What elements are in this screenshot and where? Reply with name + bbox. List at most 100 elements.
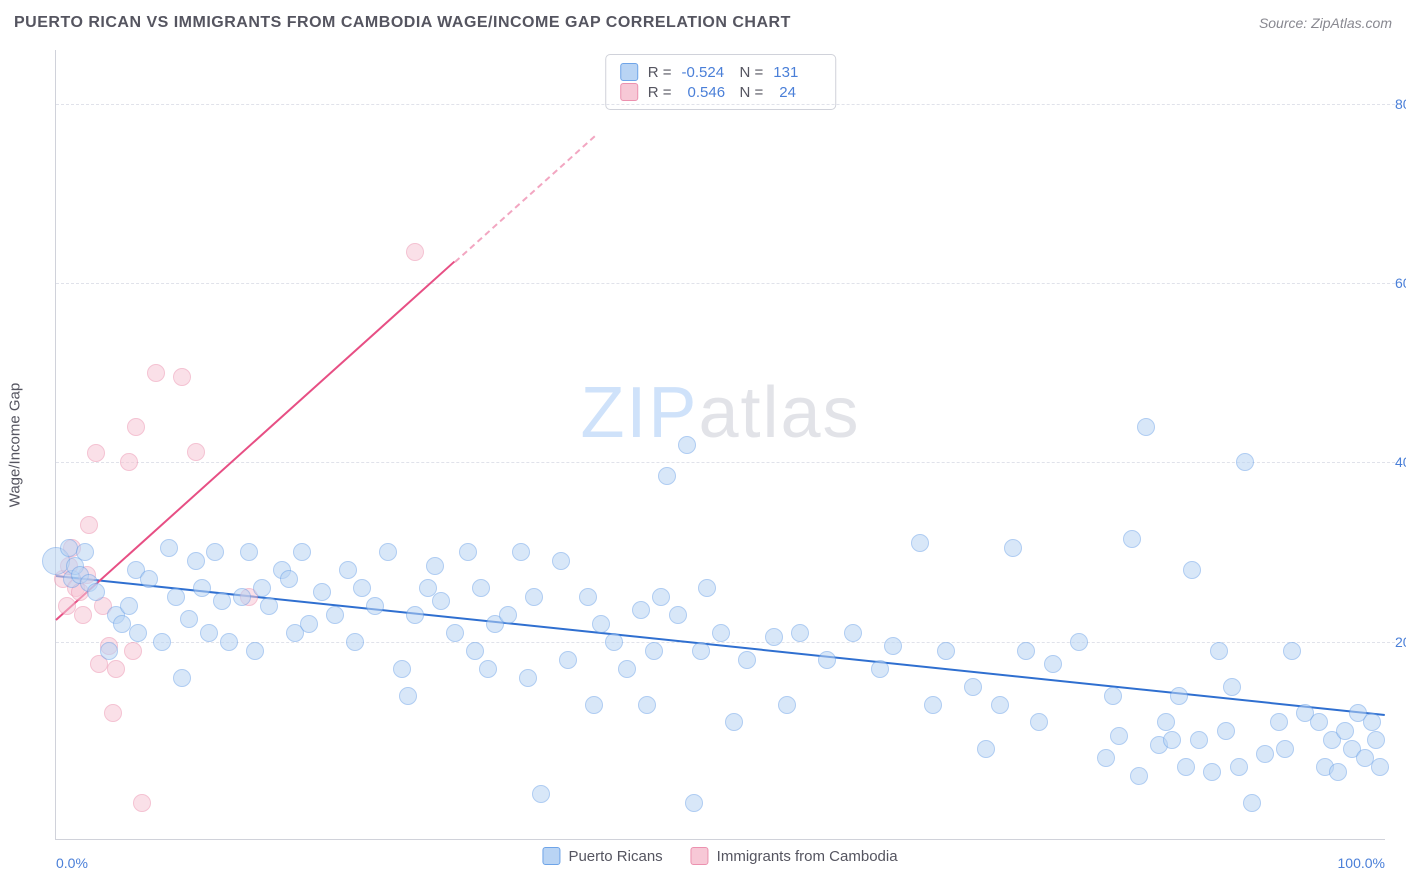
scatter-point (605, 633, 623, 651)
n-label: N = (740, 84, 764, 101)
scatter-point (592, 615, 610, 633)
watermark-part2: atlas (698, 373, 860, 453)
source-attribution: Source: ZipAtlas.com (1259, 15, 1392, 31)
scatter-point (1017, 642, 1035, 660)
scatter-point (104, 704, 122, 722)
correlation-row-2: R = 0.546 N = 24 (620, 83, 822, 101)
scatter-point (426, 557, 444, 575)
chart-area: Wage/Income Gap ZIPatlas R = -0.524 N = … (55, 50, 1385, 840)
legend-swatch-2 (691, 847, 709, 865)
scatter-point (74, 606, 92, 624)
legend-label-1: Puerto Ricans (568, 848, 662, 865)
n-label: N = (740, 64, 764, 81)
scatter-point (499, 606, 517, 624)
scatter-point (645, 642, 663, 660)
scatter-point (1004, 539, 1022, 557)
scatter-point (1210, 642, 1228, 660)
plot-region: ZIPatlas R = -0.524 N = 131 R = 0.546 N … (55, 50, 1385, 840)
scatter-point (100, 642, 118, 660)
scatter-point (240, 543, 258, 561)
scatter-point (446, 624, 464, 642)
scatter-point (479, 660, 497, 678)
gridline (56, 104, 1395, 105)
legend-item-2: Immigrants from Cambodia (691, 847, 898, 865)
scatter-point (346, 633, 364, 651)
scatter-point (1283, 642, 1301, 660)
scatter-point (140, 570, 158, 588)
scatter-point (1217, 722, 1235, 740)
chart-header: PUERTO RICAN VS IMMIGRANTS FROM CAMBODIA… (14, 14, 1392, 32)
scatter-point (300, 615, 318, 633)
series1-swatch (620, 63, 638, 81)
scatter-point (206, 543, 224, 561)
x-tick-label: 100.0% (1338, 855, 1385, 871)
scatter-point (1310, 713, 1328, 731)
scatter-point (678, 436, 696, 454)
scatter-point (187, 552, 205, 570)
scatter-point (459, 543, 477, 561)
scatter-point (200, 624, 218, 642)
scatter-point (698, 579, 716, 597)
scatter-point (725, 713, 743, 731)
scatter-point (964, 678, 982, 696)
scatter-point (712, 624, 730, 642)
scatter-point (1203, 763, 1221, 781)
x-tick-label: 0.0% (56, 855, 88, 871)
scatter-point (124, 642, 142, 660)
scatter-point (339, 561, 357, 579)
scatter-point (652, 588, 670, 606)
gridline (56, 462, 1395, 463)
scatter-point (107, 660, 125, 678)
scatter-point (399, 687, 417, 705)
scatter-point (1371, 758, 1389, 776)
scatter-point (326, 606, 344, 624)
watermark: ZIPatlas (580, 372, 860, 454)
scatter-point (432, 592, 450, 610)
scatter-point (1070, 633, 1088, 651)
scatter-point (512, 543, 530, 561)
trend-line (55, 261, 455, 621)
scatter-point (313, 583, 331, 601)
scatter-point (658, 467, 676, 485)
scatter-point (76, 543, 94, 561)
scatter-point (1123, 530, 1141, 548)
y-tick-label: 60.0% (1395, 275, 1406, 291)
scatter-point (1256, 745, 1274, 763)
trend-line (454, 135, 595, 262)
scatter-point (1367, 731, 1385, 749)
scatter-point (127, 418, 145, 436)
scatter-point (129, 624, 147, 642)
r-label: R = (648, 84, 672, 101)
scatter-point (778, 696, 796, 714)
y-tick-label: 40.0% (1395, 454, 1406, 470)
scatter-point (579, 588, 597, 606)
scatter-point (818, 651, 836, 669)
scatter-point (466, 642, 484, 660)
scatter-point (1177, 758, 1195, 776)
scatter-point (738, 651, 756, 669)
scatter-point (1190, 731, 1208, 749)
scatter-point (253, 579, 271, 597)
scatter-point (911, 534, 929, 552)
correlation-row-1: R = -0.524 N = 131 (620, 63, 822, 81)
scatter-point (472, 579, 490, 597)
series1-r-value: -0.524 (682, 64, 730, 81)
chart-title: PUERTO RICAN VS IMMIGRANTS FROM CAMBODIA… (14, 14, 791, 32)
gridline (56, 283, 1395, 284)
series2-swatch (620, 83, 638, 101)
scatter-point (180, 610, 198, 628)
y-axis-label: Wage/Income Gap (7, 383, 24, 508)
scatter-point (1030, 713, 1048, 731)
scatter-point (147, 364, 165, 382)
scatter-point (87, 583, 105, 601)
scatter-point (120, 453, 138, 471)
scatter-point (80, 516, 98, 534)
scatter-point (765, 628, 783, 646)
scatter-point (1163, 731, 1181, 749)
scatter-point (173, 368, 191, 386)
scatter-point (1097, 749, 1115, 767)
scatter-point (1223, 678, 1241, 696)
scatter-point (1104, 687, 1122, 705)
correlation-legend: R = -0.524 N = 131 R = 0.546 N = 24 (605, 54, 837, 110)
legend-swatch-1 (542, 847, 560, 865)
